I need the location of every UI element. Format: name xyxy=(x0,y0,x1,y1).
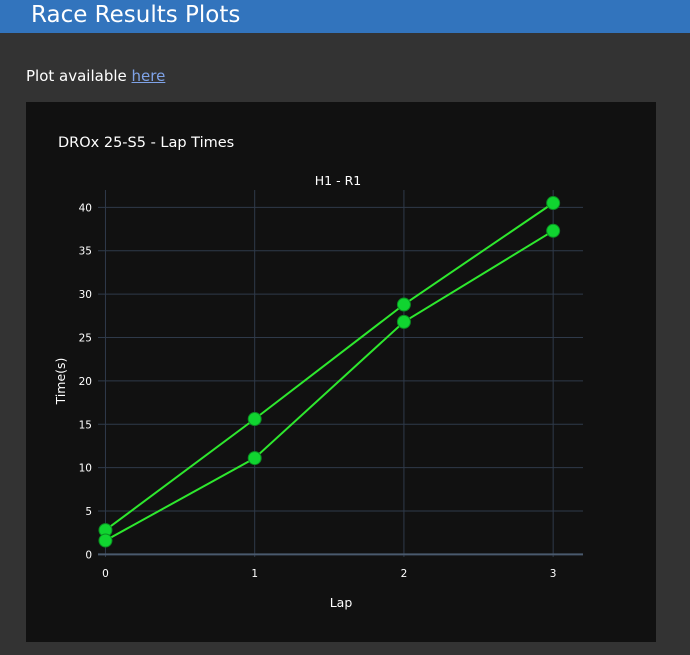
plot-availability-note: Plot available here xyxy=(26,67,165,85)
series-2 xyxy=(98,223,561,548)
data-point[interactable] xyxy=(396,314,411,329)
data-point[interactable] xyxy=(247,451,262,466)
x-tick-label: 3 xyxy=(550,568,557,580)
series-line xyxy=(105,229,554,542)
x-axis-label: Lap xyxy=(330,595,353,610)
chart-title: DROx 25-S5 - Lap Times xyxy=(58,135,234,151)
y-tick-label: 10 xyxy=(79,463,92,475)
x-tick-label: 1 xyxy=(251,568,258,580)
series-line xyxy=(104,202,554,531)
grid-lines xyxy=(98,190,583,557)
y-tick-label: 30 xyxy=(79,289,92,301)
lap-times-chart: DROx 25-S5 - Lap Times H1 - R1 051015202… xyxy=(53,135,583,610)
series-1 xyxy=(98,196,561,538)
chart-panel: DROx 25-S5 - Lap Times H1 - R1 0 5 10 15 20 2… xyxy=(26,102,656,642)
chart-subtitle: H1 - R1 xyxy=(315,173,361,188)
data-point[interactable] xyxy=(546,223,561,238)
y-tick-label: 5 xyxy=(85,506,92,518)
data-point[interactable] xyxy=(98,533,113,548)
data-point[interactable] xyxy=(546,196,561,211)
data-point[interactable] xyxy=(247,412,262,427)
page-title: Race Results Plots xyxy=(31,2,241,28)
y-tick-label: 35 xyxy=(79,246,92,258)
x-tick-label: 2 xyxy=(401,568,408,580)
y-tick-label: 15 xyxy=(79,419,92,431)
data-point[interactable] xyxy=(396,297,411,312)
axes: 0 5 10 15 20 25 30 35 40 0 1 2 3 xyxy=(79,202,583,580)
y-axis-label: Time(s) xyxy=(53,358,68,406)
y-tick-label: 20 xyxy=(79,376,92,388)
y-tick-label: 0 xyxy=(85,549,92,561)
x-tick-label: 0 xyxy=(102,568,109,580)
plot-note-text: Plot available xyxy=(26,67,132,85)
y-tick-label: 25 xyxy=(79,332,92,344)
y-tick-label: 40 xyxy=(79,202,92,214)
plot-link[interactable]: here xyxy=(131,67,166,85)
series-group xyxy=(98,196,561,548)
app-header: Race Results Plots xyxy=(0,0,690,33)
